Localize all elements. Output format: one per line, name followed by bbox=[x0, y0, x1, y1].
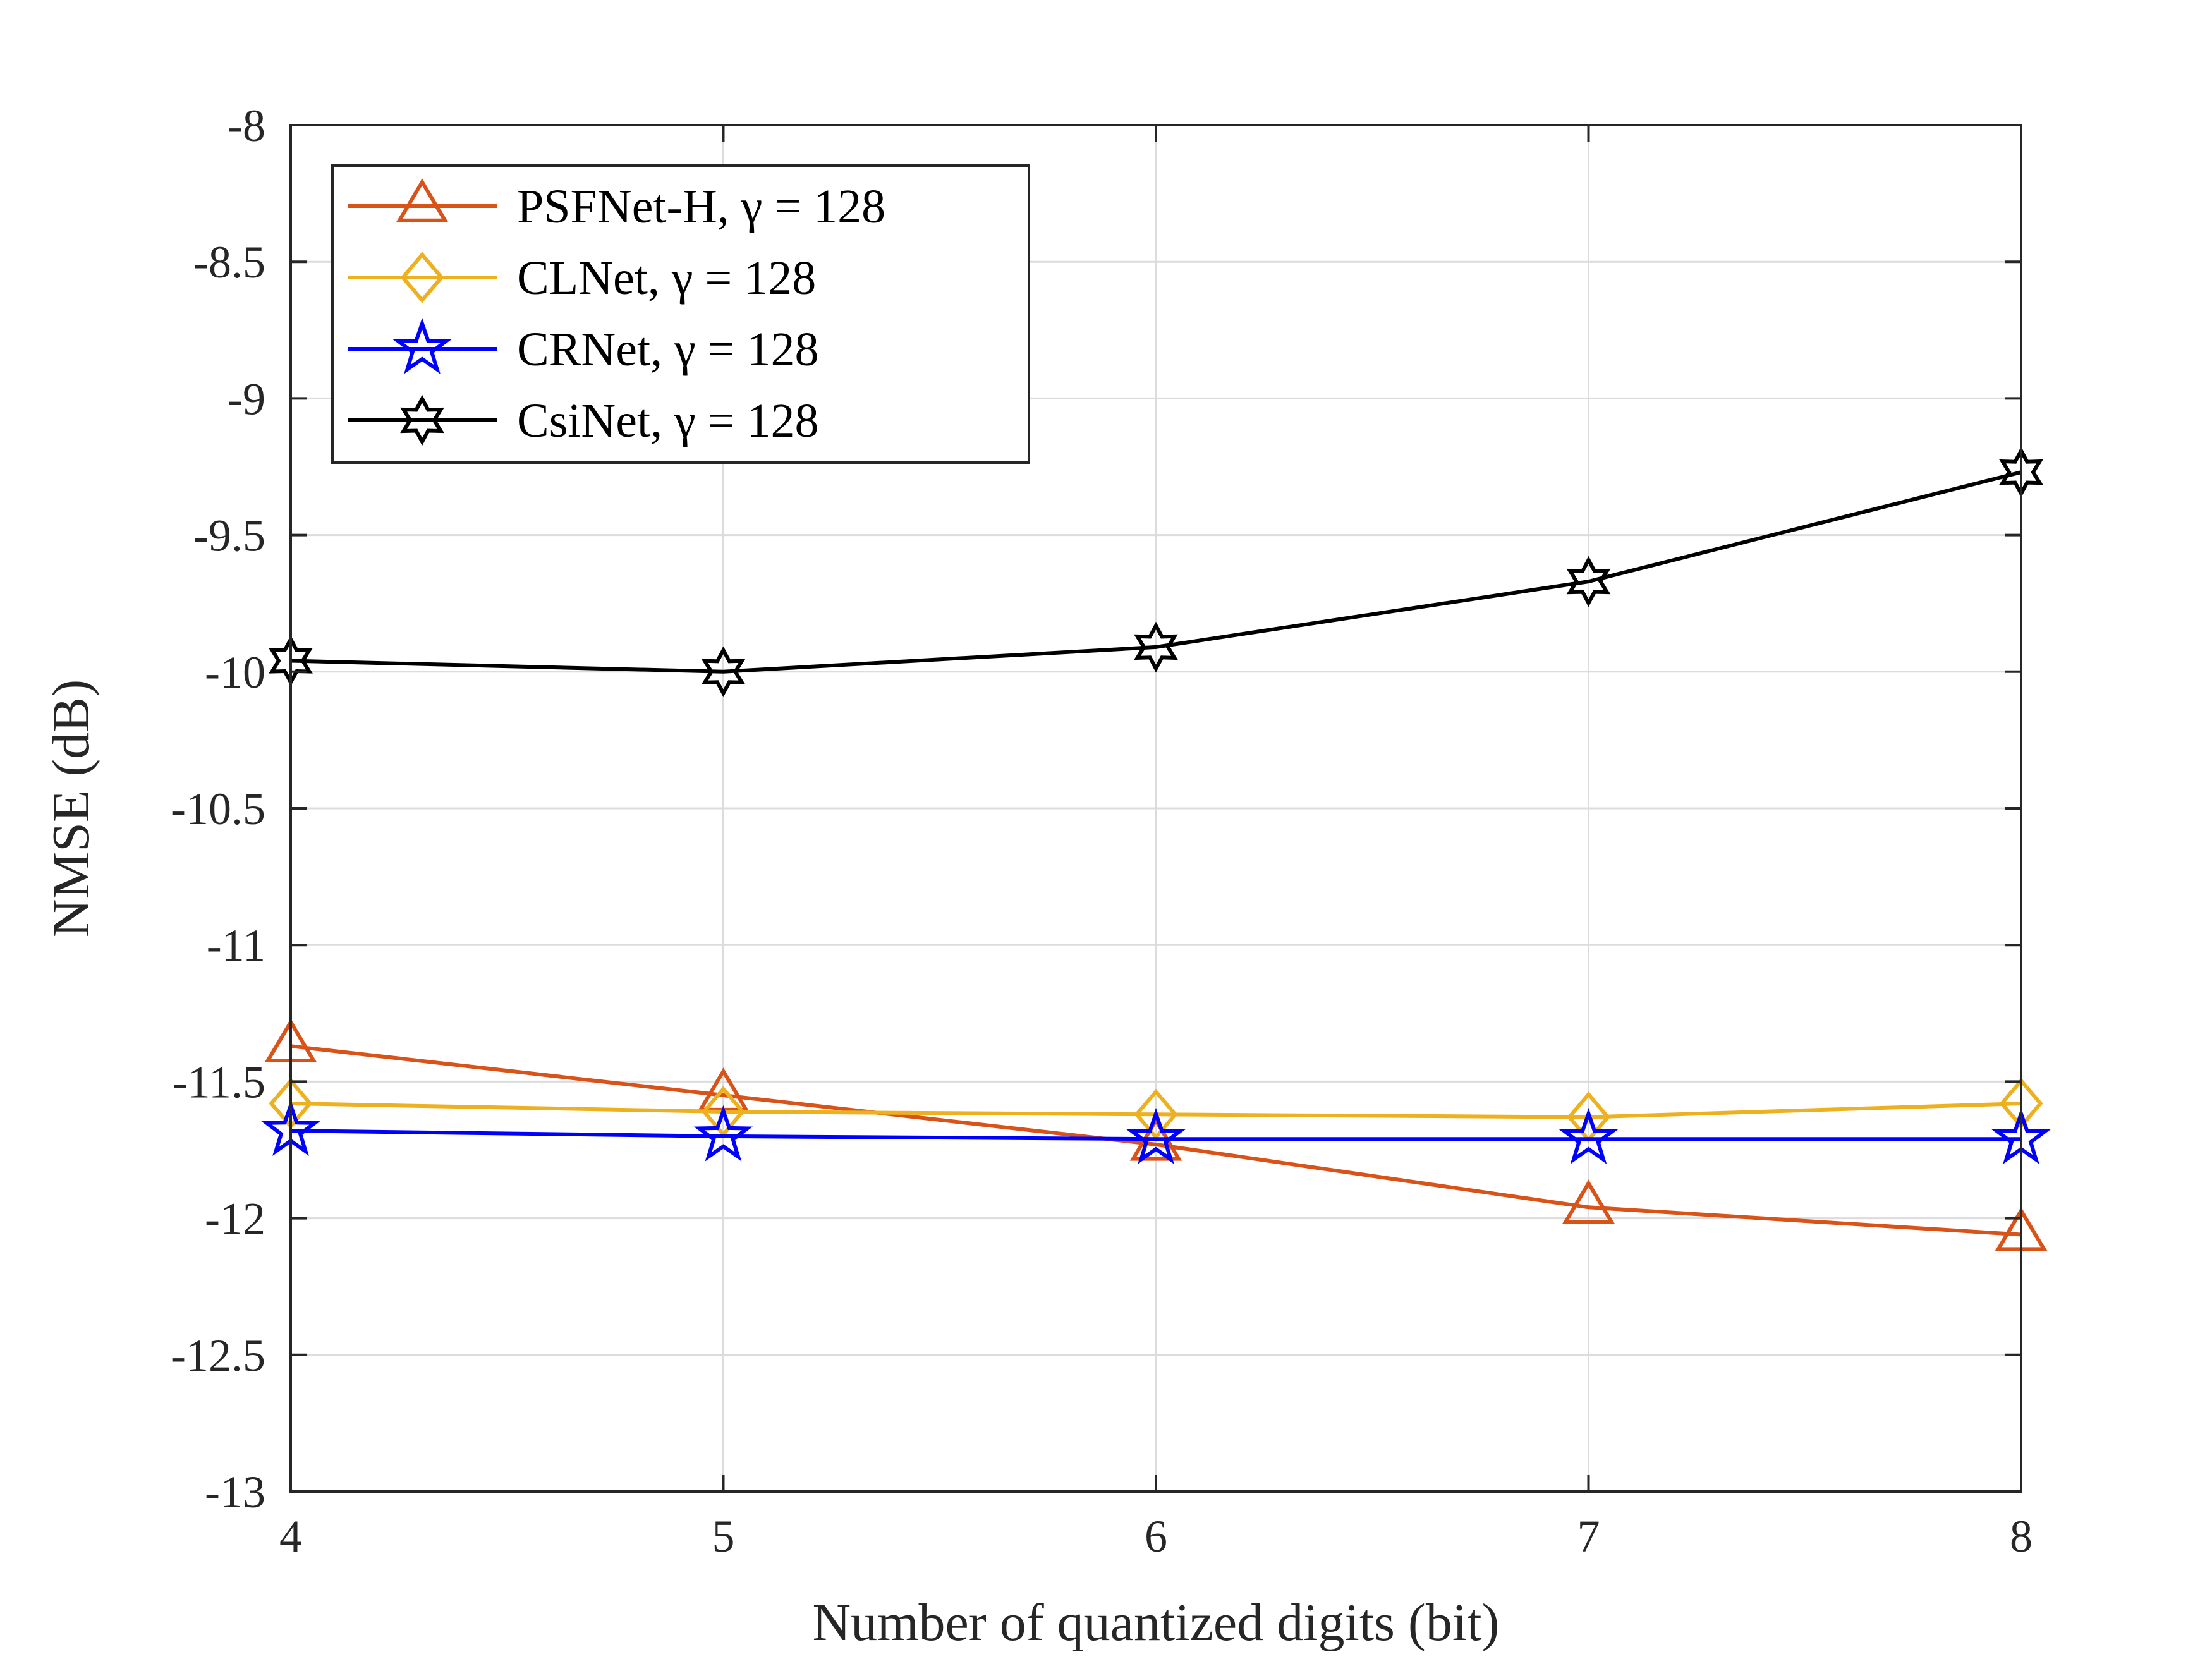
y-tick-label: -8 bbox=[228, 100, 265, 151]
y-tick-label: -10.5 bbox=[171, 784, 265, 834]
legend-label: CRNet, γ = 128 bbox=[517, 323, 819, 376]
x-tick-label: 5 bbox=[712, 1511, 735, 1562]
data-point bbox=[1559, 1108, 1619, 1165]
data-point bbox=[1566, 556, 1611, 607]
legend-marker bbox=[400, 394, 444, 446]
data-point bbox=[1562, 1179, 1615, 1224]
y-tick-label: -13 bbox=[205, 1467, 265, 1517]
x-tick-label: 8 bbox=[2010, 1511, 2033, 1562]
x-axis-label: Number of quantized digits (bit) bbox=[812, 1593, 1499, 1652]
y-axis-label: NMSE (dB) bbox=[42, 679, 100, 937]
y-tick-label: -8.5 bbox=[193, 237, 265, 288]
legend-label: CsiNet, γ = 128 bbox=[517, 394, 819, 447]
legend-box bbox=[331, 164, 1030, 464]
series-layer bbox=[261, 446, 2051, 1251]
legend-marker bbox=[396, 178, 449, 222]
y-tick-label: -12 bbox=[205, 1194, 265, 1244]
x-tick-label: 4 bbox=[279, 1511, 302, 1562]
legend-entry: CRNet, γ = 128 bbox=[348, 317, 819, 376]
series-line bbox=[290, 1044, 2022, 1237]
legend-marker bbox=[400, 252, 444, 303]
y-tick-label: -9 bbox=[228, 374, 265, 424]
y-tick-label: -12.5 bbox=[171, 1330, 265, 1381]
legend-entry: CsiNet, γ = 128 bbox=[348, 394, 819, 447]
axis-ticks: 4 5 6 7 8 -8 -8.5 -9 -9.5 -10 -10.5 -11 -11.5 -12 -12.… bbox=[171, 100, 2033, 1562]
legend-marker bbox=[392, 317, 452, 374]
legend-label: CLNet, γ = 128 bbox=[517, 252, 816, 305]
y-tick-label: -11.5 bbox=[173, 1057, 265, 1107]
data-point bbox=[693, 1105, 753, 1162]
series-line bbox=[290, 1129, 2021, 1141]
x-tick-label: 7 bbox=[1577, 1511, 1600, 1562]
legend-entry: PSFNet-H, γ = 128 bbox=[348, 178, 885, 233]
series-line bbox=[290, 470, 2022, 674]
data-point bbox=[701, 646, 746, 698]
y-tick-label: -10 bbox=[205, 647, 265, 698]
data-point bbox=[1126, 1108, 1186, 1165]
y-tick-label: -11 bbox=[207, 920, 265, 971]
legend-label: PSFNet-H, γ = 128 bbox=[517, 180, 885, 233]
x-tick-label: 6 bbox=[1145, 1511, 1167, 1562]
legend-entry: CLNet, γ = 128 bbox=[348, 252, 816, 305]
legend: PSFNet-H, γ = 128 CLNet, γ = 128 CRNet, γ … bbox=[331, 164, 1030, 464]
y-tick-label: -9.5 bbox=[193, 511, 265, 561]
data-point bbox=[1134, 621, 1178, 673]
